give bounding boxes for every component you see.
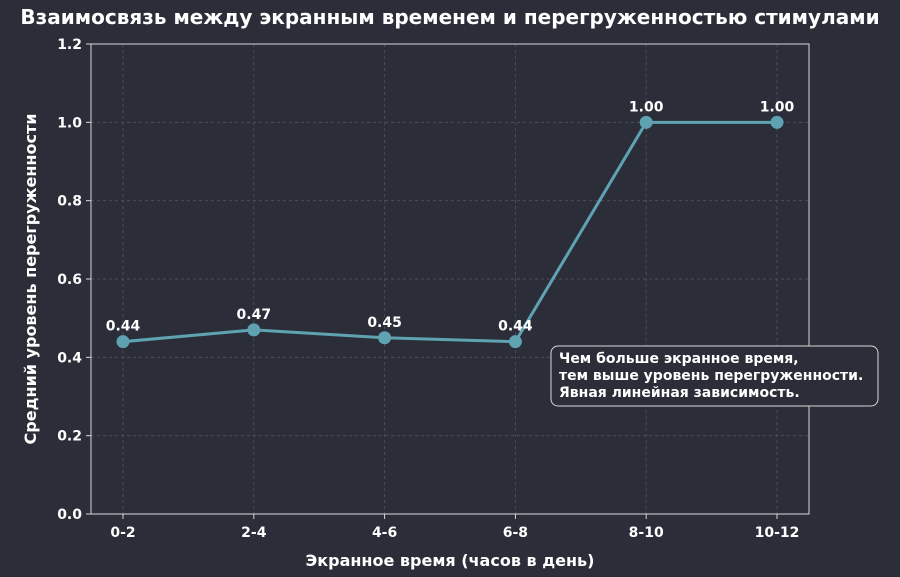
x-axis: 0-2 2-4 4-6 6-8 8-10 10-12 — [110, 514, 799, 541]
data-points — [116, 115, 784, 349]
y-axis: 0.0 0.2 0.4 0.6 0.8 1.0 1.2 — [57, 37, 91, 523]
x-tick-label: 8-10 — [629, 525, 664, 541]
x-axis-label: Экранное время (часов в день) — [306, 551, 595, 570]
annotation-box — [550, 345, 879, 407]
annotation-line-1: Чем больше экранное время, — [559, 351, 799, 367]
grid — [91, 43, 809, 515]
series-line — [122, 120, 777, 344]
data-label: 0.47 — [237, 307, 272, 323]
chart-title: Взаимосвязь между экранным временем и пе… — [20, 5, 879, 29]
data-point — [639, 115, 653, 129]
data-label: 1.00 — [760, 99, 795, 115]
data-labels: 0.44 0.47 0.45 0.44 1.00 1.00 — [106, 99, 795, 334]
data-label: 0.44 — [498, 319, 533, 335]
x-tick-label: 4-6 — [372, 525, 397, 541]
data-label: 0.45 — [367, 315, 402, 331]
x-tick-label: 0-2 — [110, 525, 135, 541]
y-tick-label: 1.0 — [57, 115, 82, 131]
data-point — [378, 331, 392, 345]
x-tick-label: 10-12 — [755, 525, 800, 541]
y-tick-label: 0.0 — [57, 507, 82, 523]
y-tick-label: 1.2 — [57, 37, 82, 53]
y-tick-label: 0.8 — [57, 194, 82, 210]
data-label: 0.44 — [106, 319, 141, 335]
data-point — [116, 335, 130, 349]
y-axis-label: Средний уровень перегруженности — [21, 114, 40, 445]
plot-frame — [90, 43, 810, 515]
x-tick-label: 6-8 — [503, 525, 528, 541]
annotation: Чем больше экранное время, тем выше уров… — [550, 345, 879, 407]
y-tick-label: 0.2 — [57, 429, 82, 445]
x-tick-label: 2-4 — [241, 525, 267, 541]
data-point — [508, 335, 522, 349]
data-point — [770, 115, 784, 129]
y-tick-label: 0.4 — [57, 350, 82, 366]
annotation-line-3: Явная линейная зависимость. — [559, 385, 800, 401]
data-point — [247, 323, 261, 337]
annotation-line-2: тем выше уровень перегруженности. — [559, 368, 863, 384]
data-label: 1.00 — [629, 99, 664, 115]
y-tick-label: 0.6 — [57, 272, 82, 288]
